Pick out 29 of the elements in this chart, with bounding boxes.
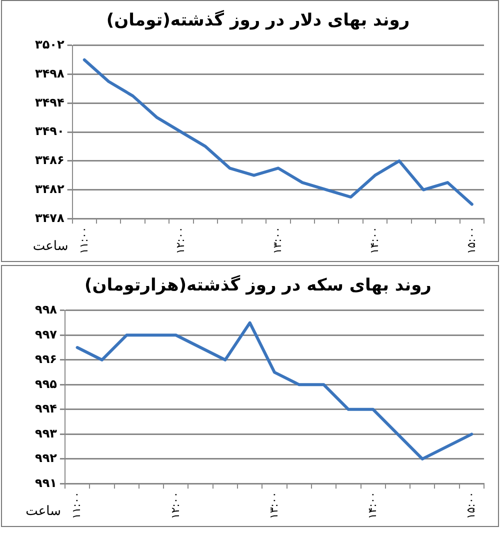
x-axis-title: ساعت	[32, 239, 68, 254]
y-tick-label: ۹۹۶	[34, 352, 57, 366]
x-tick-label: ۱۴:۰۰	[368, 226, 381, 254]
x-tick-label: ۱۳:۰۰	[271, 226, 284, 254]
y-tick-label: ۳۴۸۶	[35, 153, 64, 168]
y-tick-label: ۳۴۷۸	[35, 210, 65, 225]
y-tick-label: ۹۹۸	[34, 302, 58, 317]
y-tick-label: ۳۴۸۲	[35, 182, 65, 196]
y-tick-label: ۹۹۴	[34, 402, 57, 416]
x-tick-label: ۱۲:۰۰	[174, 226, 188, 254]
y-tick-label: ۳۴۹۸	[35, 66, 65, 80]
y-tick-label: ۳۴۹۴	[35, 95, 64, 110]
y-tick-label: ۹۹۱	[34, 476, 57, 490]
x-tick-label: ۱۴:۰۰	[366, 492, 379, 520]
y-tick-label: ۹۹۵	[34, 376, 57, 391]
x-tick-label: ۱۳:۰۰	[267, 492, 280, 520]
y-tick-label: ۳۴۹۰	[35, 124, 64, 138]
y-tick-label: ۹۹۳	[34, 426, 58, 440]
chart-title: روند بهای سکه در روز گذشته(هزارتومان)	[84, 274, 432, 296]
y-tick-label: ۹۹۲	[34, 451, 58, 466]
chart-title: روند بهای دلار در روز گذشته(تومان)	[106, 10, 410, 31]
x-tick-label: ۱۱:۰۰	[77, 226, 90, 254]
x-tick-label: ۱۵:۰۰	[464, 226, 478, 254]
x-tick-label: ۱۵:۰۰	[464, 492, 478, 520]
x-tick-label: ۱۱:۰۰	[70, 492, 84, 520]
x-axis-title: ساعت	[26, 504, 61, 520]
y-tick-label: ۹۹۷	[34, 327, 58, 342]
y-tick-label: ۳۵۰۲	[35, 38, 65, 52]
x-tick-label: ۱۲:۰۰	[168, 492, 182, 520]
